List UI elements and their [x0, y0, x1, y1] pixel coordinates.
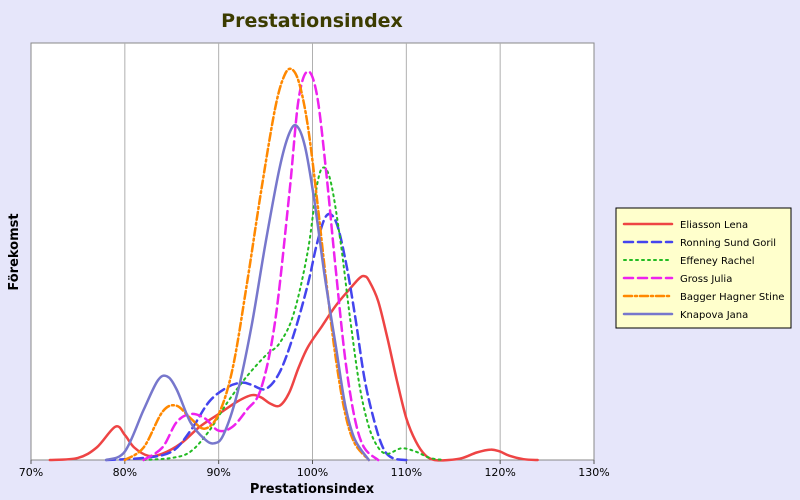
- x-axis: 70% 80% 90% 100% 110% 120% 130%: [19, 460, 610, 479]
- legend: Eliasson Lena Ronning Sund Goril Effeney R…: [615, 207, 792, 329]
- x-tick-label: 120%: [484, 466, 515, 479]
- legend-label-4: Bagger Hagner Stine: [680, 292, 784, 303]
- legend-box: [615, 207, 792, 329]
- series-line-2: [142, 166, 445, 461]
- x-tick-label: 80%: [113, 466, 137, 479]
- series-line-3: [142, 70, 380, 462]
- y-axis-title: Förekomst: [7, 213, 22, 290]
- x-tick-label: 110%: [391, 466, 422, 479]
- legend-label-1: Ronning Sund Goril: [680, 238, 776, 249]
- series-line-5: [104, 123, 371, 462]
- legend-label-0: Eliasson Lena: [680, 220, 748, 231]
- legend-label-2: Effeney Rachel: [680, 256, 755, 267]
- legend-label-5: Knapova Jana: [680, 310, 748, 321]
- gridlines: [124, 43, 501, 460]
- series-lines: [48, 67, 539, 462]
- chart-title: Prestationsindex: [221, 10, 403, 32]
- legend-label-3: Gross Julia: [680, 274, 732, 285]
- x-tick-label: 100%: [297, 466, 328, 479]
- x-tick-label: 130%: [578, 466, 609, 479]
- x-axis-title: Prestationsindex: [250, 482, 375, 497]
- x-tick-label: 70%: [19, 466, 43, 479]
- x-tick-label: 90%: [206, 466, 230, 479]
